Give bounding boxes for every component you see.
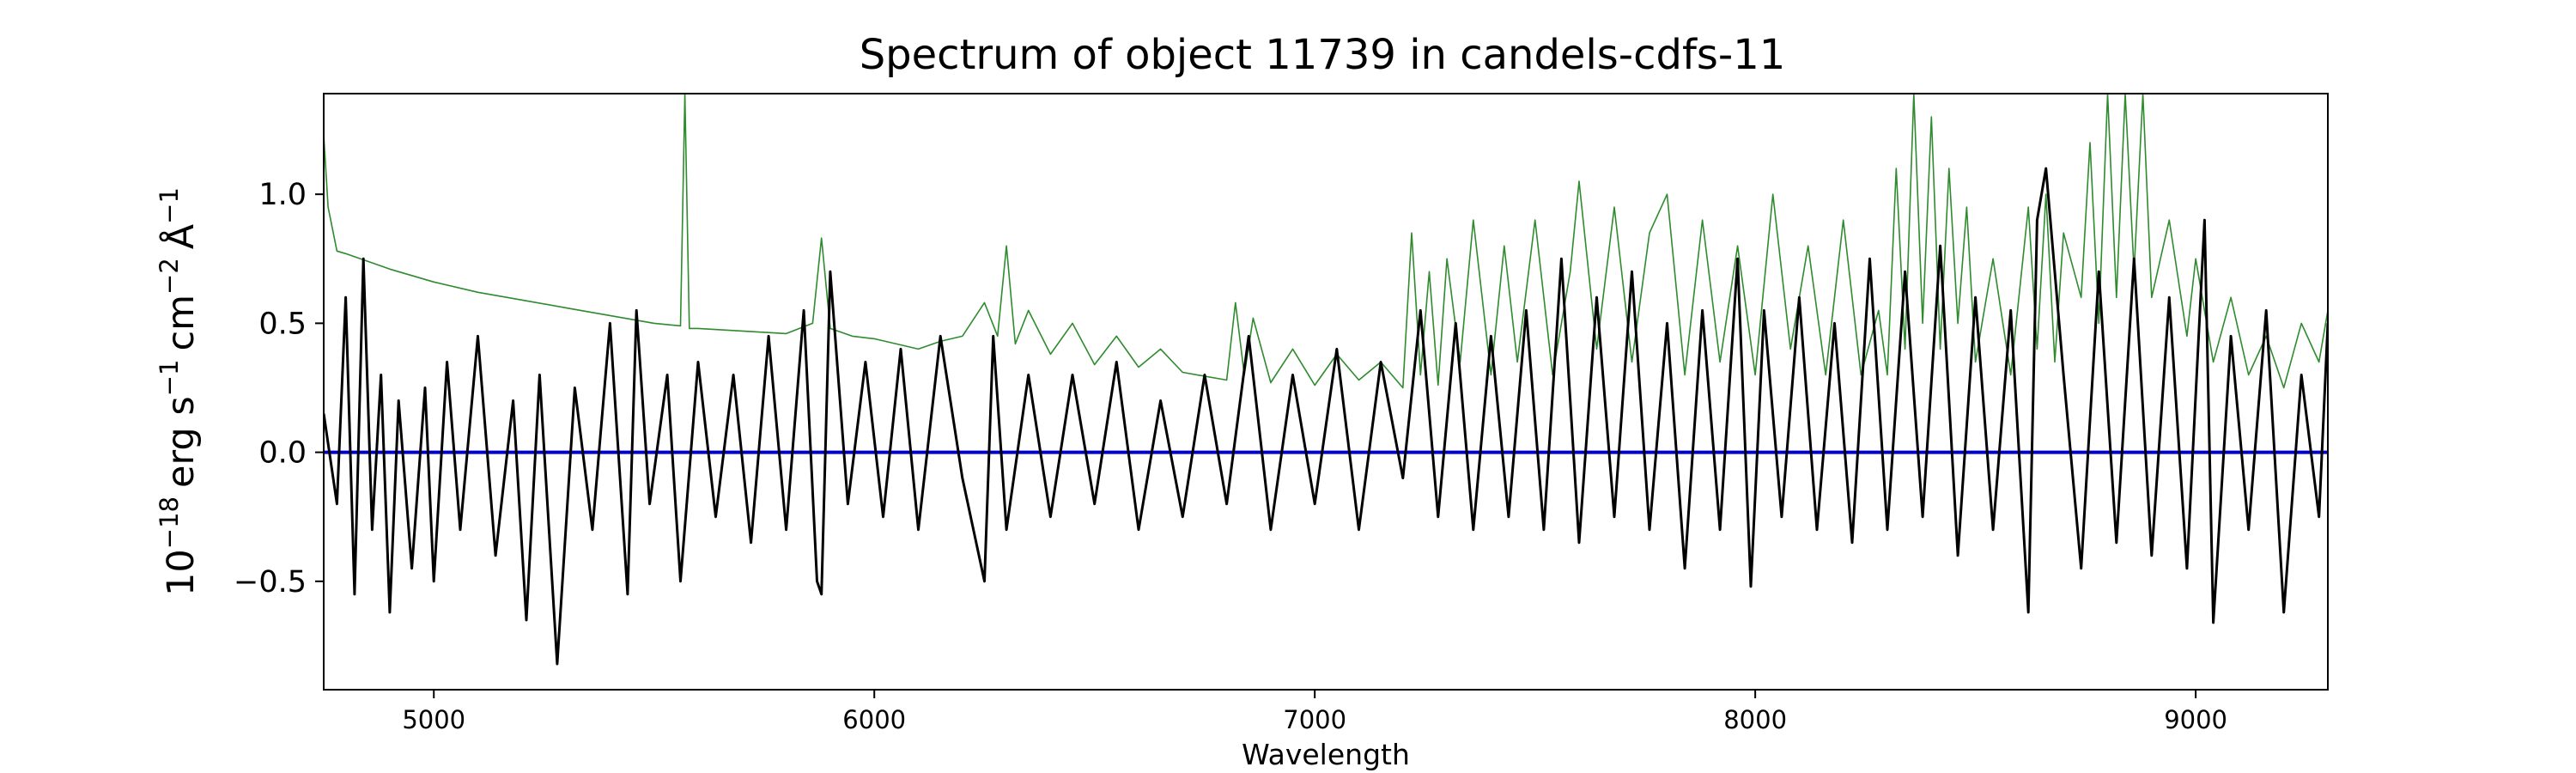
y-label-unit2-exp: −2 <box>155 258 184 295</box>
y-tick-label: 1.0 <box>258 178 307 212</box>
y-label-unit1-exp: −1 <box>155 360 184 397</box>
x-axis-ticks: 5000 6000 7000 8000 9000 <box>402 690 2227 734</box>
y-label-unit3: Å <box>159 223 203 249</box>
y-label-unit2: cm <box>160 295 203 351</box>
y-label-unit1: erg s <box>160 396 203 488</box>
y-axis-label: 10−18erg s−1cm−2Å−1 <box>155 187 203 596</box>
series-layer <box>324 94 2328 666</box>
x-tick-label: 6000 <box>842 705 906 734</box>
y-axis-ticks: −0.5 0.0 0.5 1.0 <box>234 178 324 600</box>
y-tick-label: −0.5 <box>234 565 307 600</box>
x-tick-label: 7000 <box>1283 705 1346 734</box>
x-tick-label: 5000 <box>402 705 465 734</box>
y-label-base: 10 <box>160 549 203 596</box>
x-axis-label: Wavelength <box>1242 738 1410 771</box>
x-tick-label: 8000 <box>1723 705 1787 734</box>
axes-frame <box>323 93 2329 691</box>
flux-series-line <box>324 167 2328 666</box>
x-tick-label: 9000 <box>2164 705 2227 734</box>
y-label-base-exp: −18 <box>155 496 184 549</box>
y-tick-label: 0.5 <box>258 307 307 341</box>
plot-area <box>323 93 2329 691</box>
y-tick-label: 0.0 <box>258 436 307 471</box>
y-label-unit3-exp: −1 <box>155 187 184 224</box>
error-series-line <box>324 94 2328 389</box>
chart-title: Spectrum of object 11739 in candels-cdfs… <box>860 31 1786 79</box>
